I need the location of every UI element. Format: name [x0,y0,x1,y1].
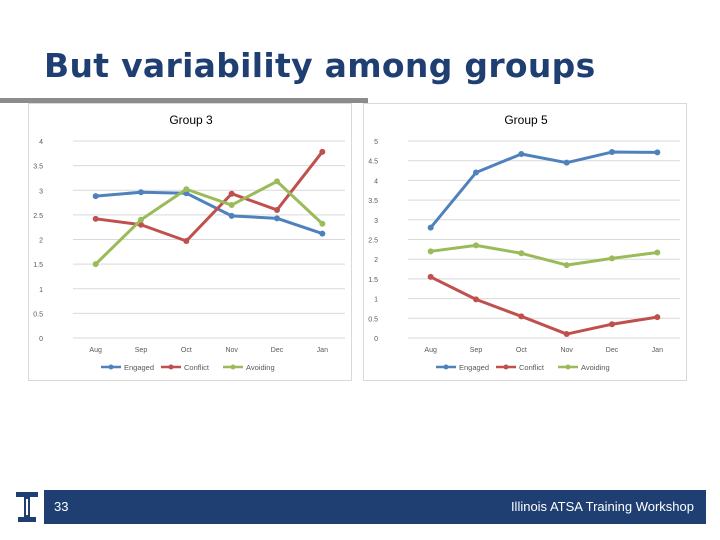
series-line-engaged [95,190,323,236]
y-tick-label: 2.5 [33,213,43,220]
x-tick-label: Nov [225,347,238,354]
data-point-avoiding [183,186,190,193]
y-tick-label: 2.5 [368,238,378,245]
data-point-avoiding [228,202,235,209]
legend-label: Engaged [459,363,489,372]
legend-label: Engaged [124,363,154,372]
y-tick-label: 4 [374,178,378,185]
footer-bar: 33 Illinois ATSA Training Workshop [44,490,706,524]
x-tick-label: Jan [652,347,663,354]
y-tick-label: 3 [39,188,43,195]
data-point-conflict [183,237,190,244]
x-tick-label: Jan [317,347,328,354]
data-point-conflict [563,331,570,338]
data-point-conflict [473,296,479,303]
series-line-engaged [429,150,658,229]
data-point-conflict [609,321,615,328]
data-point-avoiding [92,261,99,268]
y-tick-label: 0.5 [33,311,43,318]
data-point-engaged [274,215,280,222]
y-tick-label: 3.5 [33,164,43,171]
legend-label: Conflict [184,363,210,372]
chart-title: Group 3 [169,113,213,127]
x-tick-label: Sep [470,347,483,354]
legend-marker-engaged [108,364,114,370]
group-5-chart: Group 5 0 0.5 1 1.5 2 2.5 3 3.5 4 4.5 5 Aug Sep Oct Nov… [363,103,687,381]
y-tick-label: 1 [39,287,43,294]
y-tick-label: 0.5 [368,316,378,323]
data-point-engaged [319,230,326,237]
legend-label: Avoiding [581,363,610,372]
legend-marker-engaged [443,364,449,370]
legend-marker-conflict [503,364,509,370]
y-tick-label: 4 [39,139,43,146]
data-point-conflict [274,206,280,213]
group-3-chart-svg: Group 3 0 0.5 1 1.5 2 2.5 3 3.5 4 Aug Sep Oct Nov Dec J… [33,113,345,372]
y-tick-label: 3.5 [368,198,378,205]
data-point-avoiding [319,220,326,227]
legend-marker-avoiding [230,364,236,370]
page-number: 33 [54,499,69,514]
data-point-avoiding [563,262,570,269]
data-point-engaged [654,149,661,156]
data-point-engaged [609,149,615,156]
slide-title: But variability among groups [44,46,596,85]
legend-label: Avoiding [246,363,275,372]
data-point-avoiding [609,255,615,262]
x-tick-label: Aug [424,347,437,354]
footer-text: Illinois ATSA Training Workshop [510,499,694,514]
group-5-chart-svg: Group 5 0 0.5 1 1.5 2 2.5 3 3.5 4 4.5 5 Aug Sep Oct Nov… [368,113,680,372]
series-line-conflict [95,150,324,243]
series-line-conflict [430,275,658,336]
x-tick-label: Nov [560,347,573,354]
x-tick-label: Oct [516,347,527,354]
x-tick-label: Dec [271,347,284,354]
data-point-conflict [518,313,525,320]
y-tick-label: 5 [374,139,378,146]
university-logo-icon [16,492,38,522]
title-underline [0,98,368,103]
group-3-chart: Group 3 0 0.5 1 1.5 2 2.5 3 3.5 4 Aug Sep Oct Nov Dec J… [28,103,352,381]
data-point-engaged [473,169,479,176]
data-point-conflict [654,314,661,321]
data-point-avoiding [427,248,434,255]
data-point-conflict [228,190,235,197]
y-tick-label: 3 [374,218,378,225]
data-point-avoiding [654,249,661,256]
data-point-engaged [518,151,525,158]
chart-title: Group 5 [504,113,548,127]
y-tick-label: 1.5 [368,277,378,284]
data-point-conflict [427,273,434,280]
series-line-avoiding [430,243,658,267]
series-line-avoiding [94,179,324,266]
y-tick-label: 0 [39,336,43,343]
data-point-engaged [92,193,99,200]
x-tick-label: Aug [89,347,102,354]
legend-marker-conflict [168,364,174,370]
data-point-engaged [563,159,570,166]
data-point-avoiding [518,250,525,257]
legend-label: Conflict [519,363,545,372]
y-tick-label: 2 [39,238,43,245]
y-tick-label: 0 [374,336,378,343]
data-point-avoiding [274,178,280,185]
data-point-engaged [228,212,235,219]
data-point-conflict [92,215,99,222]
y-tick-label: 1 [374,297,378,304]
data-point-engaged [427,224,434,231]
x-tick-label: Sep [135,347,148,354]
y-tick-label: 4.5 [368,159,378,166]
data-point-avoiding [473,242,479,249]
legend-marker-avoiding [565,364,571,370]
y-tick-label: 1.5 [33,262,43,269]
data-point-conflict [319,148,326,155]
data-point-engaged [138,189,144,196]
x-tick-label: Oct [181,347,192,354]
x-tick-label: Dec [606,347,619,354]
y-tick-label: 2 [374,257,378,264]
data-point-avoiding [138,216,144,223]
